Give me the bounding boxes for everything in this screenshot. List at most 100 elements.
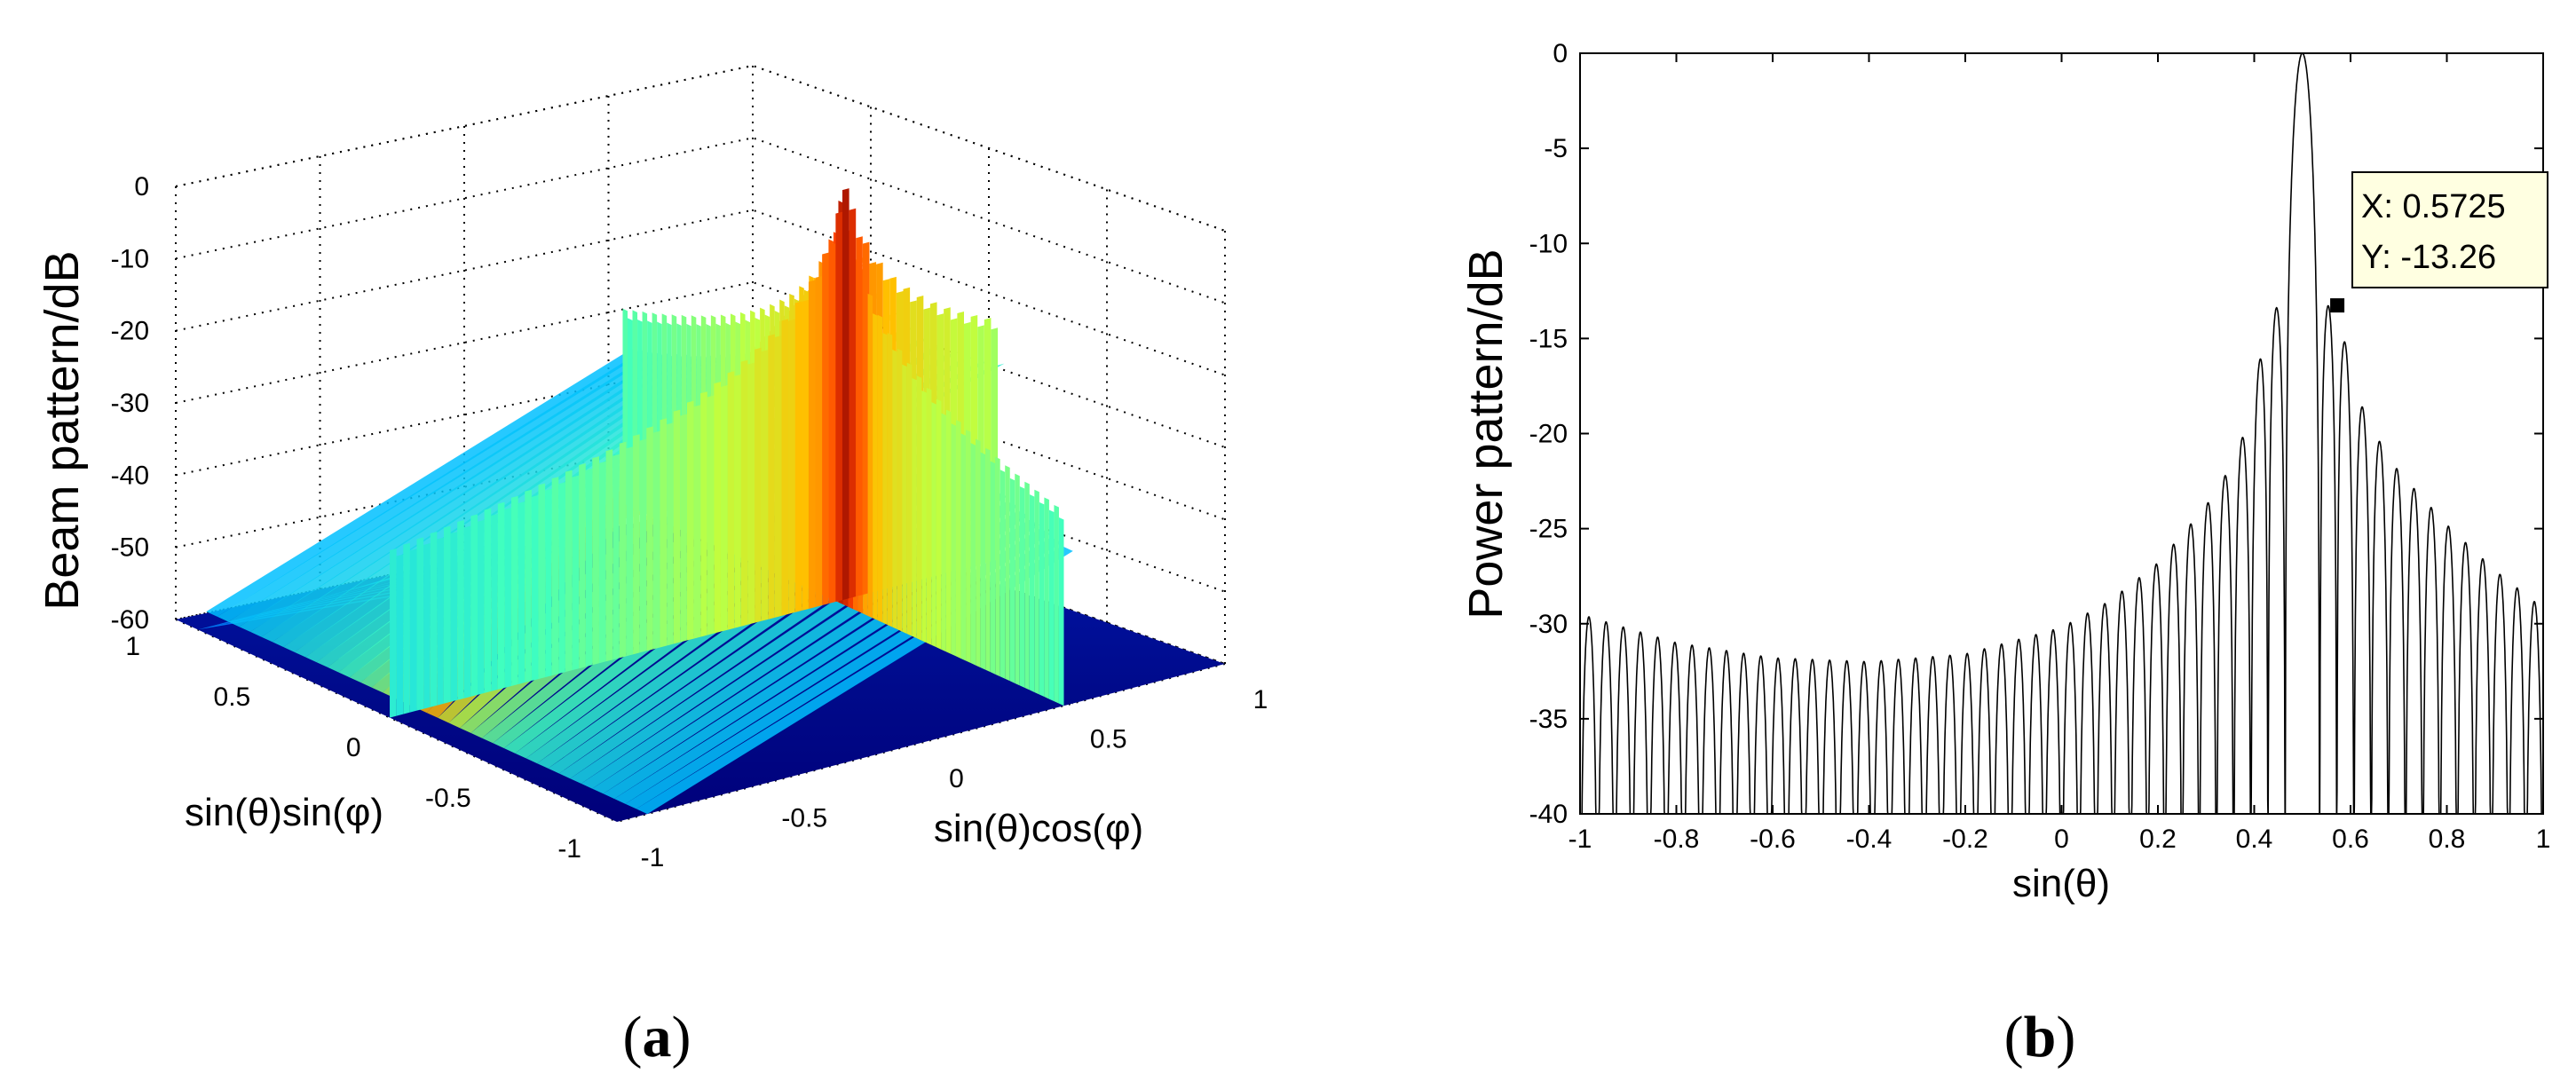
surface-skirt xyxy=(261,354,699,643)
floor-grid xyxy=(752,498,1226,665)
x-tick-label: -0.5 xyxy=(781,804,827,833)
surface-strip xyxy=(1039,501,1045,698)
surface-strip xyxy=(1034,489,1039,695)
y-tick-label: 0.5 xyxy=(214,683,251,712)
surface-strip xyxy=(396,554,404,716)
surface-strip xyxy=(463,525,471,698)
x-tick-label: 0.4 xyxy=(2236,825,2273,854)
panel-b-line-chart: -1 -0.8 -0.6 -0.4 -0.2 0 0.2 0.4 0.6 0.8 1 0 -5 -10 -1… xyxy=(1459,39,2550,1069)
surface-skirt xyxy=(249,353,687,637)
surface-strip xyxy=(966,430,971,664)
surface-strip xyxy=(423,543,431,709)
surface-strip xyxy=(980,452,986,670)
surface-strip xyxy=(680,414,687,643)
x-tick-label: -0.4 xyxy=(1846,825,1892,854)
surface-strip xyxy=(842,188,849,601)
surface-strip xyxy=(1054,505,1059,704)
surface-strip xyxy=(877,314,883,623)
surface-plot xyxy=(176,188,1225,822)
z-tick-label: 0 xyxy=(134,172,149,201)
surface-strip xyxy=(862,241,870,596)
surface-skirt xyxy=(228,351,666,627)
surface-strip xyxy=(906,362,913,636)
surface-strip xyxy=(995,456,1000,677)
y-tick-label: 0 xyxy=(346,733,361,762)
y-tick-label: -10 xyxy=(1529,229,1568,258)
surface-strip xyxy=(450,532,458,702)
surface-strip xyxy=(572,475,580,671)
x-axis-label: sin(θ) xyxy=(2012,862,2110,905)
surface-strip xyxy=(518,501,525,685)
surface-strip xyxy=(437,537,444,706)
x-tick-label: 0 xyxy=(949,764,964,793)
surface-strip xyxy=(755,347,762,623)
y-tick-label: -25 xyxy=(1529,515,1568,544)
surface-strip xyxy=(484,508,492,693)
datatip-marker[interactable] xyxy=(2330,298,2345,313)
surface-strip xyxy=(639,438,647,653)
surface-strip xyxy=(525,489,532,683)
y-tick-label: -0.5 xyxy=(425,784,471,813)
z-tick-label: -30 xyxy=(111,389,149,418)
surface-strip xyxy=(592,456,599,666)
x-tick-label: -0.8 xyxy=(1654,825,1700,854)
surface-strip xyxy=(707,395,715,635)
surface-strip xyxy=(931,402,936,648)
surface-strip xyxy=(802,299,809,611)
surface-strip xyxy=(551,477,559,676)
x-tick-label: 1 xyxy=(1253,685,1268,714)
surface-strip xyxy=(558,482,565,675)
surface-strip xyxy=(511,495,518,686)
surface-strip xyxy=(951,423,956,657)
surface-strip xyxy=(976,438,981,668)
floor-grid xyxy=(616,663,1226,823)
surface-strip xyxy=(1058,517,1064,706)
datatip-box xyxy=(2351,171,2548,288)
surface-strip xyxy=(1015,473,1020,686)
caption-a: (a) xyxy=(623,1005,691,1069)
x-tick-label: -1 xyxy=(1569,825,1592,854)
y-tick-label: -20 xyxy=(1529,420,1568,449)
surface-strip xyxy=(815,275,823,607)
surface-skirt xyxy=(206,348,644,617)
surface-strip xyxy=(579,463,586,669)
surface-strip xyxy=(936,399,942,650)
surface-strip xyxy=(545,488,552,678)
y-tick-label: -15 xyxy=(1529,324,1568,353)
surface-strip xyxy=(646,426,653,651)
surface-strip xyxy=(693,405,701,639)
surface-strip xyxy=(531,494,539,682)
surface-strip xyxy=(390,548,397,718)
surface-strip xyxy=(633,434,640,655)
surface-strip xyxy=(990,461,996,675)
surface-strip xyxy=(887,332,893,627)
caption-b: (b) xyxy=(2004,1005,2076,1069)
z-tick-labels: 0 -10 -20 -30 -40 -50 -60 xyxy=(111,172,149,635)
surface-strip xyxy=(808,280,816,609)
z-axis-label: Beam pattern/dB xyxy=(36,250,89,610)
surface-strip xyxy=(1009,477,1015,683)
surface-strip xyxy=(565,470,573,673)
surface-strip xyxy=(828,243,836,604)
surface-strip xyxy=(897,348,903,632)
y-tick-label: -40 xyxy=(1529,800,1568,829)
y-axis-label: Power pattern/dB xyxy=(1459,249,1513,619)
surface-strip xyxy=(1019,486,1025,688)
svg-text:(a): (a) xyxy=(623,1005,691,1069)
z-tick-label: -20 xyxy=(111,317,149,346)
surface-strip xyxy=(430,532,438,707)
surface-strip xyxy=(902,364,907,635)
x-tick-label: -0.6 xyxy=(1750,825,1796,854)
surface-strip xyxy=(941,413,946,652)
surface-strip xyxy=(822,252,829,606)
y-tick-labels: 1 0.5 0 -0.5 -1 xyxy=(125,632,581,864)
surface-strip xyxy=(768,334,775,619)
surface-strip xyxy=(720,385,728,632)
surface-strip xyxy=(660,418,668,648)
surface-strip xyxy=(619,441,627,659)
svg-text:(b): (b) xyxy=(2004,1005,2076,1069)
axis-ticks: -1 -0.8 -0.6 -0.4 -0.2 0 0.2 0.4 0.6 0.8 1 0 -5 -10 -1… xyxy=(1529,39,2551,854)
surface-strip xyxy=(403,542,410,714)
surface-strip xyxy=(409,548,417,713)
